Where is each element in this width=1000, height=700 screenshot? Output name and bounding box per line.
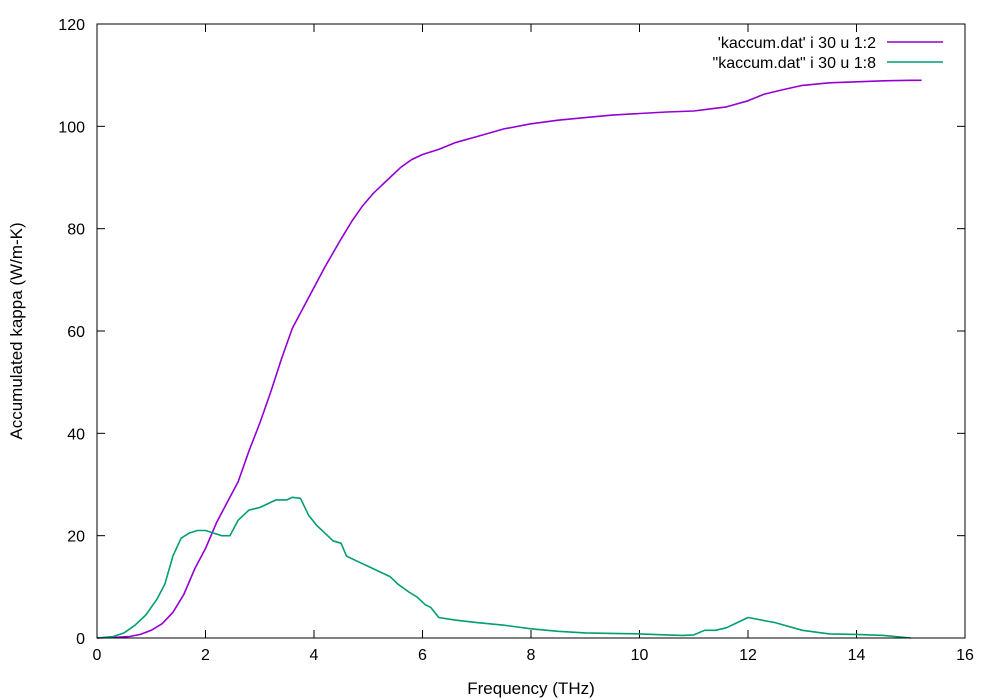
series-layer <box>96 79 922 639</box>
legend: 'kaccum.dat' i 30 u 1:2 "kaccum.dat" i 30… <box>713 35 943 72</box>
y-tick-label: 80 <box>67 222 85 239</box>
series-line-2 <box>96 496 911 639</box>
legend-entry-label: "kaccum.dat" i 30 u 1:8 <box>713 55 877 72</box>
x-tick-label: 12 <box>739 647 757 664</box>
x-tick-label: 6 <box>418 647 427 664</box>
x-tick-label: 10 <box>631 647 649 664</box>
y-tick-label: 40 <box>67 426 85 443</box>
x-tick-label: 4 <box>310 647 319 664</box>
y-tick-label: 100 <box>58 119 85 136</box>
x-tick-label: 8 <box>527 647 536 664</box>
plot-frame <box>96 23 966 639</box>
y-tick-label: 60 <box>67 324 85 341</box>
x-tick-label: 14 <box>848 647 866 664</box>
x-tick-label: 2 <box>201 647 210 664</box>
x-tick-label: 16 <box>956 647 974 664</box>
y-tick-label: 0 <box>76 631 85 648</box>
x-tick-label: 0 <box>93 647 102 664</box>
y-axis-label: Accumulated kappa (W/m-K) <box>7 222 26 439</box>
legend-entry-label: 'kaccum.dat' i 30 u 1:2 <box>718 35 876 52</box>
x-axis-label: Frequency (THz) <box>467 679 595 698</box>
y-tick-label: 120 <box>58 17 85 34</box>
series-line-1 <box>96 79 922 639</box>
y-tick-label: 20 <box>67 529 85 546</box>
